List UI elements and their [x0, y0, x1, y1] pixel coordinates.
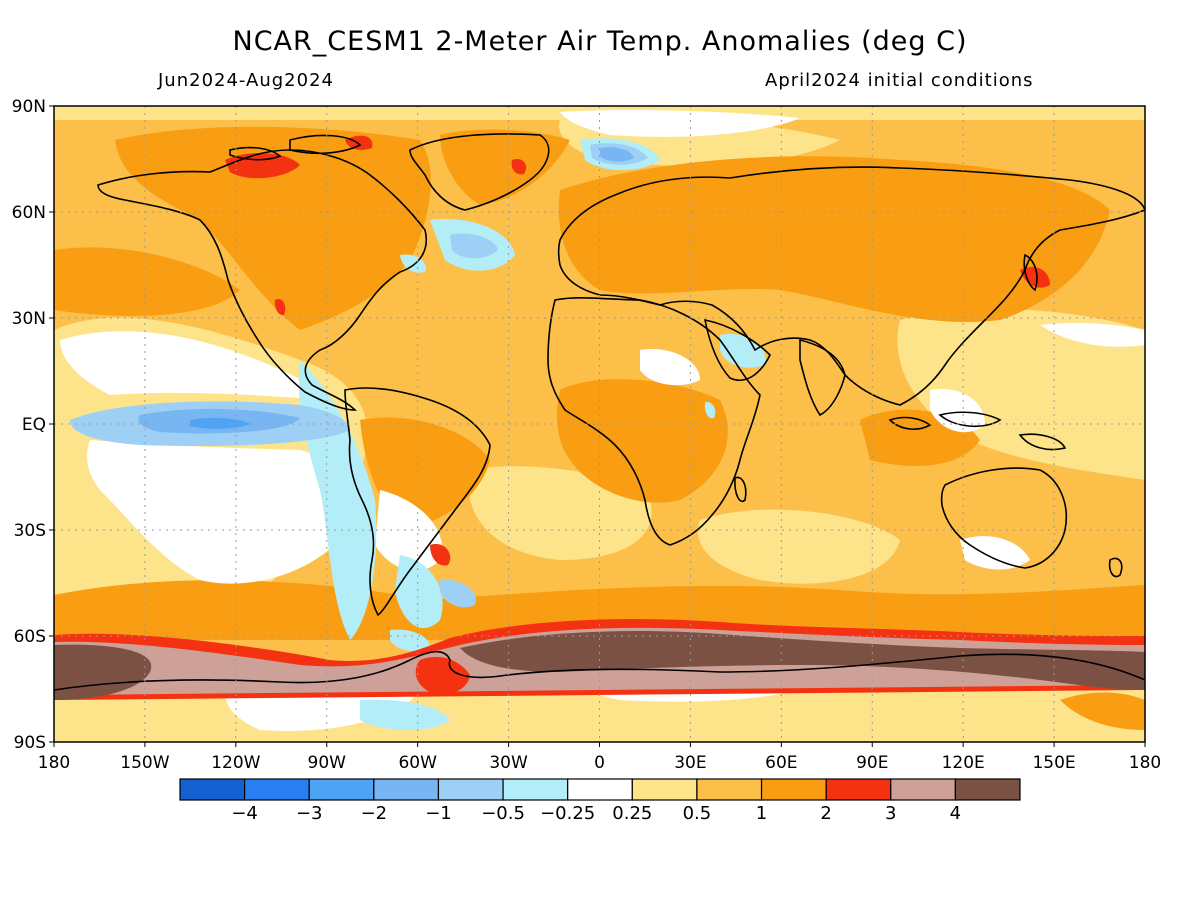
- field-light-cool: [298, 138, 766, 731]
- lat-tick-label: EQ: [22, 415, 46, 435]
- colorbar-swatch: [308, 778, 375, 801]
- map-title: NCAR_CESM1 2-Meter Air Temp. Anomalies (…: [232, 26, 968, 57]
- lat-tick-label: 60S: [14, 627, 46, 647]
- lon-tick-label: 0: [594, 753, 605, 773]
- colorbar-label: 0.5: [683, 803, 712, 824]
- weddell-indian-anomaly: [460, 630, 1145, 690]
- weddell-hot-patch: [415, 656, 470, 695]
- colorbar-label: −0.25: [540, 803, 595, 824]
- lon-tick-label: 60E: [765, 753, 797, 773]
- lon-tick-label: 180: [38, 753, 70, 773]
- colorbar-swatch: [373, 778, 440, 801]
- colorbar-label: −1: [425, 803, 452, 824]
- colorbar-swatch: [631, 778, 698, 801]
- lon-tick-label: 90W: [308, 753, 347, 773]
- colorbar-swatch: [244, 778, 310, 801]
- lon-tick-label: 180: [1129, 753, 1161, 773]
- colorbar-label: 0.25: [612, 803, 652, 824]
- colorbar-swatch: [696, 778, 763, 801]
- colorbar-swatch: [179, 778, 246, 801]
- colorbar-swatch: [567, 778, 633, 801]
- colorbar-swatch: [825, 778, 892, 801]
- lon-tick-label: 120W: [211, 753, 260, 773]
- colorbar-label: −2: [361, 803, 388, 824]
- colorbar: −4 −3 −2 −1 −0.5 −0.25 0.25 0.5 1 2 3 4: [179, 778, 1021, 824]
- lat-tick-label: 30S: [14, 521, 46, 541]
- colorbar-label: 1: [756, 803, 767, 824]
- lon-tick-label: 120E: [942, 753, 985, 773]
- colorbar-label: 2: [820, 803, 831, 824]
- colorbar-label: 3: [885, 803, 896, 824]
- lat-tick-label: 90S: [14, 733, 46, 753]
- period-label: Jun2024-Aug2024: [158, 70, 334, 91]
- lat-tick-label: 90N: [12, 97, 46, 117]
- lon-tick-label: 150W: [120, 753, 169, 773]
- lat-tick-label: 30N: [12, 309, 46, 329]
- lon-tick-label: 90E: [856, 753, 888, 773]
- lat-tick-label: 60N: [12, 203, 46, 223]
- initial-conditions-label: April2024 initial conditions: [765, 70, 1034, 91]
- lon-tick-label: 150E: [1032, 753, 1075, 773]
- colorbar-swatch: [437, 778, 504, 801]
- colorbar-label: −4: [231, 803, 258, 824]
- colorbar-label: −0.5: [481, 803, 525, 824]
- colorbar-label: 4: [950, 803, 961, 824]
- colorbar-swatch: [890, 778, 956, 801]
- field-hot: [225, 135, 1050, 566]
- colorbar-swatch: [502, 778, 569, 801]
- lon-tick-label: 30W: [489, 753, 528, 773]
- lon-tick-label: 30E: [674, 753, 706, 773]
- lon-tick-label: 60W: [398, 753, 437, 773]
- field-coolest: [190, 417, 250, 429]
- colorbar-label: −3: [296, 803, 323, 824]
- coastlines: [54, 133, 1145, 691]
- colorbar-swatch: [954, 778, 1021, 801]
- gridlines: [54, 106, 1145, 742]
- colorbar-swatch: [760, 778, 827, 801]
